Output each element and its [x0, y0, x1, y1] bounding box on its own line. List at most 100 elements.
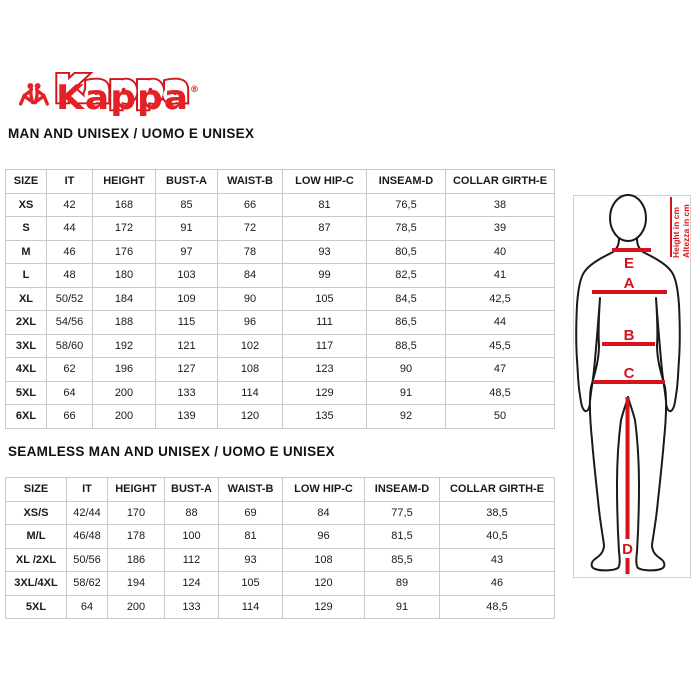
value-cell: 66: [46, 404, 93, 429]
value-cell: 188: [92, 310, 156, 335]
column-header: HEIGHT: [107, 477, 165, 502]
value-cell: 168: [92, 192, 156, 217]
value-cell: 88: [164, 500, 219, 525]
value-cell: 81: [218, 524, 283, 549]
value-cell: 117: [282, 333, 367, 358]
kappa-logo: Kappa Kappa Kappa®: [14, 66, 201, 120]
value-cell: 99: [282, 263, 367, 288]
value-cell: 91: [366, 380, 446, 405]
value-cell: 85: [155, 192, 218, 217]
value-cell: 170: [107, 500, 165, 525]
size-cell: 6XL: [5, 404, 47, 429]
wordmark-fill: Kappa: [56, 78, 190, 118]
value-cell: 38,5: [439, 500, 555, 525]
value-cell: 80,5: [366, 239, 446, 264]
value-cell: 133: [155, 380, 218, 405]
value-cell: 121: [155, 333, 218, 358]
value-cell: 84: [217, 263, 283, 288]
size-cell: M: [5, 239, 47, 264]
value-cell: 200: [92, 404, 156, 429]
column-header: WAIST-B: [217, 169, 283, 194]
value-cell: 78,5: [366, 216, 446, 241]
value-cell: 45,5: [445, 333, 555, 358]
column-header: BUST-A: [164, 477, 219, 502]
table-row: XS/S 42/44 170 88 69 84 77,5 38,5: [5, 500, 555, 525]
value-cell: 64: [66, 594, 108, 619]
value-cell: 50/52: [46, 286, 93, 311]
header-row: SIZE IT HEIGHT BUST-A WAIST-B LOW HIP-C INSEAM…: [5, 169, 555, 194]
value-cell: 124: [164, 571, 219, 596]
value-cell: 178: [107, 524, 165, 549]
value-cell: 96: [282, 524, 365, 549]
value-cell: 109: [155, 286, 218, 311]
value-cell: 81: [282, 192, 367, 217]
value-cell: 84: [282, 500, 365, 525]
value-cell: 85,5: [364, 547, 440, 572]
label-lowhip-C: C: [624, 365, 635, 382]
registered-mark: ®: [190, 84, 201, 95]
value-cell: 44: [46, 216, 93, 241]
value-cell: 176: [92, 239, 156, 264]
value-cell: 58/60: [46, 333, 93, 358]
value-cell: 46: [46, 239, 93, 264]
value-cell: 114: [217, 380, 283, 405]
value-cell: 114: [218, 594, 283, 619]
size-cell: 4XL: [5, 357, 47, 382]
figure-outline: [575, 238, 629, 572]
value-cell: 82,5: [366, 263, 446, 288]
value-cell: 40,5: [439, 524, 555, 549]
value-cell: 39: [445, 216, 555, 241]
table-row: L 48 180 103 84 99 82,5 41: [5, 263, 555, 288]
value-cell: 69: [218, 500, 283, 525]
size-cell: XL /2XL: [5, 547, 67, 572]
value-cell: 91: [155, 216, 218, 241]
value-cell: 78: [217, 239, 283, 264]
column-header: WAIST-B: [218, 477, 283, 502]
value-cell: 41: [445, 263, 555, 288]
size-cell: 5XL: [5, 594, 67, 619]
value-cell: 115: [155, 310, 218, 335]
value-cell: 93: [218, 547, 283, 572]
value-cell: 105: [282, 286, 367, 311]
value-cell: 89: [364, 571, 440, 596]
table-row: XL 50/52 184 109 90 105 84,5 42,5: [5, 286, 555, 311]
value-cell: 42: [46, 192, 93, 217]
value-cell: 129: [282, 594, 365, 619]
value-cell: 42/44: [66, 500, 108, 525]
value-cell: 129: [282, 380, 367, 405]
table-row: M 46 176 97 78 93 80,5 40: [5, 239, 555, 264]
value-cell: 66: [217, 192, 283, 217]
section-heading-seamless: SEAMLESS MAN AND UNISEX / UOMO E UNISEX: [8, 444, 335, 459]
value-cell: 40: [445, 239, 555, 264]
value-cell: 184: [92, 286, 156, 311]
size-cell: 3XL/4XL: [5, 571, 67, 596]
value-cell: 88,5: [366, 333, 446, 358]
size-table-man-unisex: SIZE IT HEIGHT BUST-A WAIST-B LOW HIP-C INSEAM…: [5, 169, 555, 429]
kappa-wordmark: Kappa Kappa Kappa®: [52, 66, 201, 120]
table-row: 2XL 54/56 188 115 96 111 86,5 44: [5, 310, 555, 335]
column-header: SIZE: [5, 169, 47, 194]
value-cell: 93: [282, 239, 367, 264]
section-heading-man-unisex: MAN AND UNISEX / UOMO E UNISEX: [8, 126, 255, 141]
value-cell: 91: [364, 594, 440, 619]
value-cell: 47: [445, 357, 555, 382]
value-cell: 108: [282, 547, 365, 572]
value-cell: 127: [155, 357, 218, 382]
value-cell: 186: [107, 547, 165, 572]
value-cell: 123: [282, 357, 367, 382]
table-row: 5XL 64 200 133 114 129 91 48,5: [5, 380, 555, 405]
size-cell: 5XL: [5, 380, 47, 405]
value-cell: 62: [46, 357, 93, 382]
label-inseam-D: D: [622, 541, 633, 558]
value-cell: 133: [164, 594, 219, 619]
value-cell: 96: [217, 310, 283, 335]
value-cell: 200: [92, 380, 156, 405]
value-cell: 48,5: [445, 380, 555, 405]
value-cell: 120: [282, 571, 365, 596]
value-cell: 86,5: [366, 310, 446, 335]
value-cell: 38: [445, 192, 555, 217]
table-row: 3XL 58/60 192 121 102 117 88,5 45,5: [5, 333, 555, 358]
value-cell: 172: [92, 216, 156, 241]
size-cell: 2XL: [5, 310, 47, 335]
column-header: COLLAR GIRTH-E: [439, 477, 555, 502]
